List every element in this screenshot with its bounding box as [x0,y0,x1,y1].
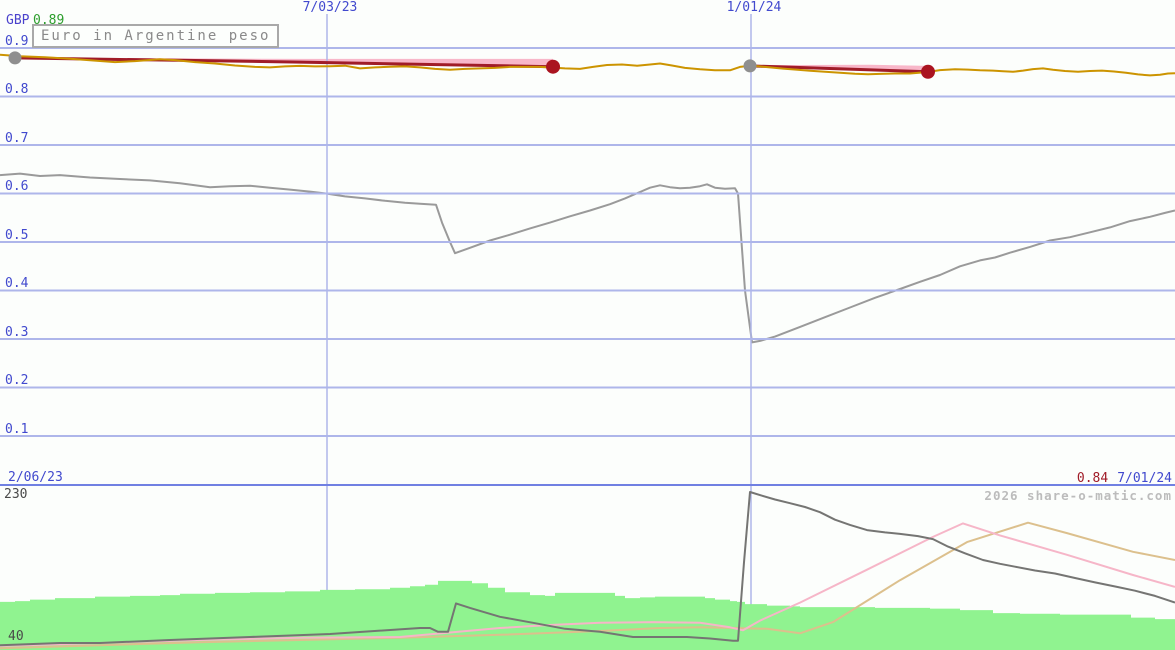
trend-segment-1 [14,56,554,69]
trend-marker [743,59,757,73]
trend-marker [921,64,935,79]
y-axis-label: 0.3 [5,325,29,340]
y-axis-label: 0.5 [5,228,29,243]
y-axis-label: 0.7 [5,131,29,146]
symbol-label: GBP [6,13,30,28]
y-axis-label: 0.1 [5,422,29,437]
end-quote-group: 0.84 7/01/24 [1077,471,1172,486]
watermark: 2026 share-o-matic.com [984,488,1172,503]
euro-in-argentine-peso-price [0,53,1175,77]
start-date-label: 2/06/23 [8,470,63,485]
indicator-pink [0,522,1175,647]
end-value-label: 0.84 [1076,471,1109,486]
end-date-label: 7/01/24 [1117,471,1172,486]
trend-segment-2 [749,64,929,74]
y-axis-label: 0.8 [5,82,29,97]
chart-title: Euro in Argentine peso [32,24,280,48]
trend-marker [8,51,22,65]
last-value-label: 0.89 [33,13,65,28]
y-axis-label: 0.9 [5,34,29,49]
y-axis-label: 0.6 [5,179,29,194]
volume-top-label: 230 [4,487,28,502]
y-axis-label: 0.2 [5,373,29,388]
x-axis-tick-label: 7/03/23 [302,0,358,15]
volume-bottom-label: 40 [8,629,24,644]
y-axis-label: 0.4 [5,276,29,291]
x-axis-tick-label: 1/01/24 [726,0,782,15]
trend-marker [546,59,560,74]
indicator-gray [0,491,1175,647]
volume-area [0,580,1175,650]
gbp-comparison [0,172,1175,344]
